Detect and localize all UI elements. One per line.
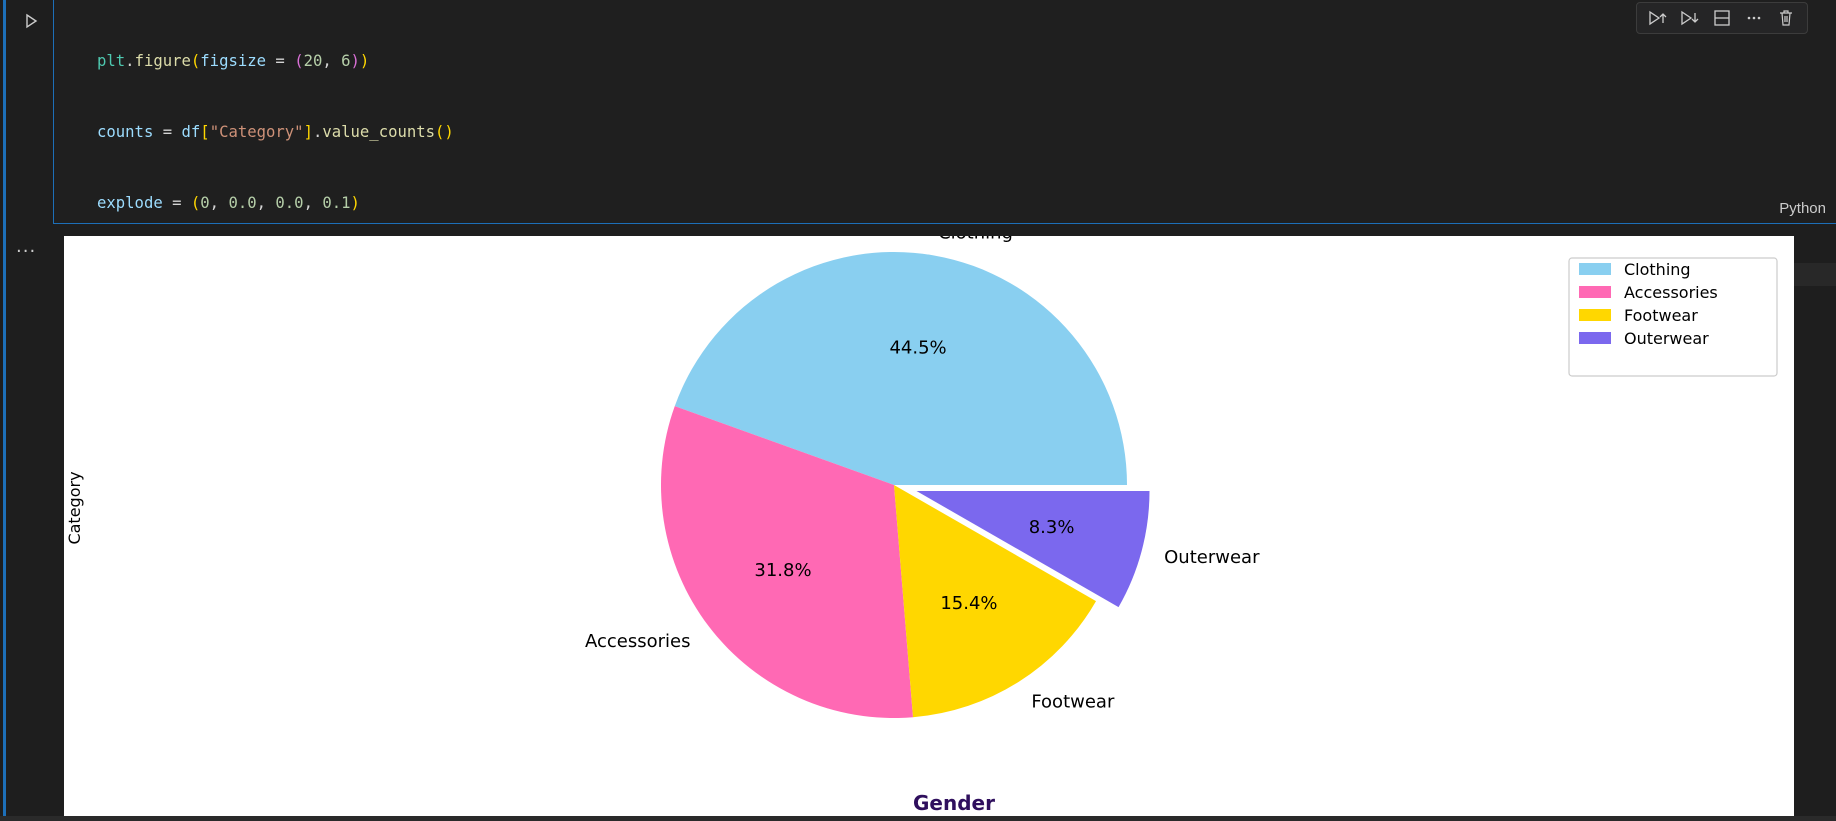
run-below-icon xyxy=(1681,10,1699,26)
pie-percent-label: 15.4% xyxy=(940,593,997,614)
pie-slices xyxy=(660,252,1150,718)
pie-percent-label: 31.8% xyxy=(754,560,811,581)
y-axis-label: Category xyxy=(65,471,84,544)
cell-output: 44.5% 31.8% 15.4% 8.3% Clothing Accessories F… xyxy=(64,236,1794,821)
code-line: explode = (0, 0.0, 0.0, 0.1) xyxy=(97,193,360,212)
cell-toolbar xyxy=(1636,2,1808,34)
legend-swatch xyxy=(1579,332,1611,344)
pie-category-label: Clothing xyxy=(938,236,1013,244)
legend-frame xyxy=(1568,257,1778,377)
pie-slice-outerwear xyxy=(916,491,1150,608)
code-cell-editor[interactable]: plt.figure(figsize = (20, 6)) counts = d… xyxy=(53,0,1836,566)
pie-slice-footwear xyxy=(894,485,1097,718)
run-above-icon xyxy=(1649,10,1667,26)
play-icon xyxy=(26,13,38,29)
run-cell-button[interactable] xyxy=(20,10,42,32)
output-more-button[interactable]: ... xyxy=(16,236,37,257)
pie-category-label: Footwear xyxy=(1031,691,1115,712)
code-line: counts = df["Category"].value_counts() xyxy=(97,122,454,141)
pie-category-labels: Clothing Accessories Footwear Outerwear xyxy=(585,236,1260,712)
delete-icon xyxy=(1780,10,1792,26)
delete-cell-button[interactable] xyxy=(1773,5,1799,31)
pie-chart: 44.5% 31.8% 15.4% 8.3% Clothing Accessories F… xyxy=(65,236,1778,815)
pie-percent-label: 8.3% xyxy=(1029,517,1075,538)
pie-percent-labels: 44.5% 31.8% 15.4% 8.3% xyxy=(754,337,1074,614)
legend-label: Footwear xyxy=(1624,306,1698,325)
bottom-edge xyxy=(0,816,1836,821)
chart-legend: Clothing Accessories Footwear Outerwear xyxy=(1568,257,1778,377)
pie-slice-accessories xyxy=(660,406,914,718)
run-below-button[interactable] xyxy=(1677,5,1703,31)
legend-swatch xyxy=(1579,286,1611,298)
pie-slice-clothing xyxy=(674,252,1127,485)
more-actions-button[interactable] xyxy=(1741,5,1767,31)
split-cell-button[interactable] xyxy=(1709,5,1735,31)
legend-swatch xyxy=(1579,263,1611,275)
legend-label: Accessories xyxy=(1624,283,1718,302)
legend-label: Clothing xyxy=(1624,260,1691,279)
pie-category-label: Accessories xyxy=(585,631,691,652)
legend-swatch xyxy=(1579,309,1611,321)
split-cell-icon xyxy=(1714,10,1730,26)
code-line: plt.figure(figsize = (20, 6)) xyxy=(97,52,370,71)
legend-label: Outerwear xyxy=(1624,329,1709,348)
x-axis-label: Gender xyxy=(913,791,995,815)
more-icon xyxy=(1747,16,1761,20)
pie-category-label: Outerwear xyxy=(1164,547,1260,568)
cell-language-label[interactable]: Python xyxy=(1779,200,1826,217)
pie-percent-label: 44.5% xyxy=(889,337,946,358)
run-above-button[interactable] xyxy=(1645,5,1671,31)
cell-focus-indicator xyxy=(3,0,6,821)
